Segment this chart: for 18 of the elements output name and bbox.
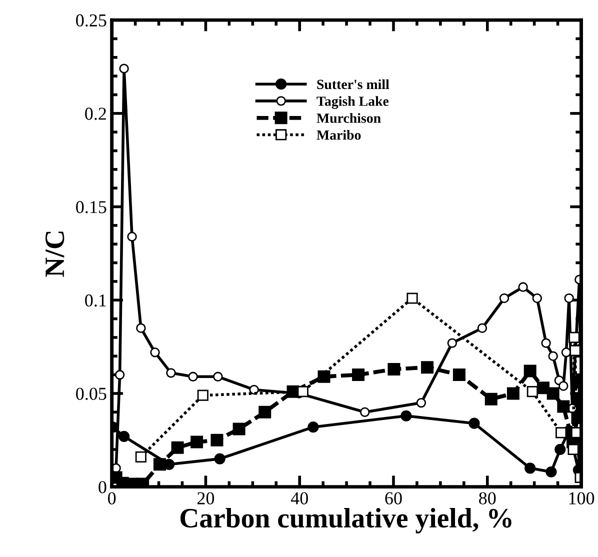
legend-label: Murchison <box>316 113 381 123</box>
y-tick-label: 0 <box>98 481 106 494</box>
y-tick-label: 0.1 <box>85 294 106 307</box>
y-tick-label: 0.05 <box>76 388 106 400</box>
x-tick-label: 0 <box>108 492 116 504</box>
legend-label: Sutter's mill <box>317 79 390 90</box>
y-tick-label: 0.25 <box>76 14 106 27</box>
x-tick-label: 20 <box>197 492 214 504</box>
x-tick-label: 80 <box>479 492 496 504</box>
y-tick-label: 0.15 <box>76 201 106 214</box>
y-axis-title: N/C <box>46 232 64 277</box>
legend-label: Tagish Lake <box>316 96 389 109</box>
x-axis-title: Carbon cumulative yield, % <box>180 508 512 534</box>
x-tick-label: 100 <box>569 492 594 504</box>
legend-label: Maribo <box>316 130 361 140</box>
x-tick-label: 60 <box>385 492 402 504</box>
x-tick-label: 40 <box>290 492 308 504</box>
y-tick-label: 0.2 <box>85 108 106 120</box>
